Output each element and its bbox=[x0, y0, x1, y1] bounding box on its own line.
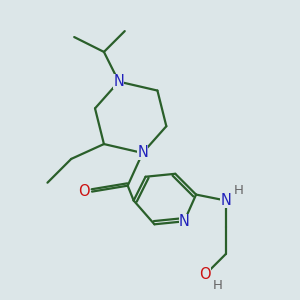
Text: N: N bbox=[137, 146, 148, 160]
Text: N: N bbox=[113, 74, 124, 89]
Text: H: H bbox=[212, 279, 222, 292]
Text: H: H bbox=[234, 184, 244, 196]
Text: O: O bbox=[199, 267, 211, 282]
Text: N: N bbox=[220, 193, 231, 208]
Text: O: O bbox=[78, 184, 89, 199]
Text: N: N bbox=[179, 214, 190, 229]
